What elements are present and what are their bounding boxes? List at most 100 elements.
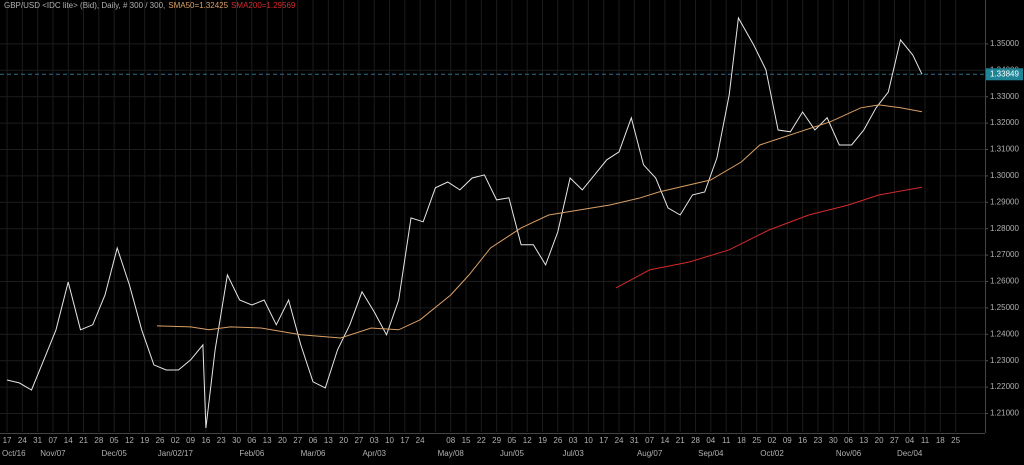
month-label: Dec/05 [101, 449, 127, 458]
x-tick-label: 27 [293, 436, 302, 445]
price-line [6, 16, 923, 429]
x-tick-label: 11 [921, 436, 930, 445]
x-tick-label: 21 [79, 436, 88, 445]
x-tick-label: 03 [370, 436, 379, 445]
x-tick-label: 08 [446, 436, 455, 445]
sma-line [156, 104, 923, 339]
x-tick-label: 18 [737, 436, 746, 445]
x-tick-label: 13 [263, 436, 272, 445]
x-tick-label: 14 [64, 436, 73, 445]
x-tick-label: 12 [523, 436, 532, 445]
x-tick-label: 06 [309, 436, 318, 445]
x-tick-label: 03 [569, 436, 578, 445]
x-tick-label: 23 [217, 436, 226, 445]
x-tick-label: 04 [706, 436, 715, 445]
x-tick-label: 11 [722, 436, 731, 445]
x-tick-label: 23 [813, 436, 822, 445]
y-tick-label: 1.21000 [990, 409, 1019, 418]
x-tick-label: 04 [905, 436, 914, 445]
chart-title: GBP/USD <IDC lite> (Bid), Daily, # 300 /… [4, 1, 296, 10]
x-tick-label: 06 [247, 436, 256, 445]
current-price-box [986, 68, 1023, 81]
x-tick-label: 31 [630, 436, 639, 445]
x-tick-label: 10 [385, 436, 394, 445]
y-tick-label: 1.29000 [990, 197, 1019, 206]
month-label: Aug/07 [637, 449, 663, 458]
month-label: Oct/16 [2, 449, 26, 458]
legend-sma50: SMA50=1.32425 [168, 1, 228, 10]
y-tick-label: 1.23000 [990, 356, 1019, 365]
month-label: Apr/03 [362, 449, 386, 458]
x-tick-label: 28 [691, 436, 700, 445]
x-tick-label: 24 [615, 436, 624, 445]
x-tick-label: 07 [48, 436, 57, 445]
x-tick-label: 16 [201, 436, 210, 445]
month-label: Mar/06 [301, 449, 326, 458]
x-tick-label: 27 [354, 436, 363, 445]
sma-line [615, 186, 923, 289]
x-tick-label: 20 [339, 436, 348, 445]
x-tick-label: 05 [507, 436, 516, 445]
x-tick-label: 24 [416, 436, 425, 445]
grid [0, 0, 988, 432]
labels: 1.21000 1.22000 1.23000 1.24000 1.25000 1.260… [2, 39, 1023, 458]
x-tick-label: 29 [492, 436, 501, 445]
x-tick-label: 31 [33, 436, 42, 445]
x-tick-label: 28 [94, 436, 103, 445]
y-tick-label: 1.30000 [990, 171, 1019, 180]
x-tick-label: 20 [875, 436, 884, 445]
x-tick-label: 17 [400, 436, 409, 445]
x-tick-label: 22 [477, 436, 486, 445]
x-tick-label: 05 [110, 436, 119, 445]
x-tick-label: 25 [752, 436, 761, 445]
x-tick-label: 17 [3, 436, 12, 445]
month-label: Jan/02/17 [158, 449, 194, 458]
x-tick-label: 20 [278, 436, 287, 445]
x-tick-label: 16 [798, 436, 807, 445]
y-tick-label: 1.22000 [990, 382, 1019, 391]
x-tick-label: 24 [18, 436, 27, 445]
y-tick-label: 1.31000 [990, 145, 1019, 154]
month-label: Dec/04 [897, 449, 923, 458]
month-label: Jul/03 [562, 449, 584, 458]
month-label: Feb/06 [239, 449, 264, 458]
x-tick-label: 14 [660, 436, 669, 445]
legend-sma200: SMA200=1.29569 [231, 1, 296, 10]
x-tick-label: 13 [324, 436, 333, 445]
x-tick-label: 02 [171, 436, 180, 445]
x-tick-label: 30 [829, 436, 838, 445]
x-tick-label: 09 [783, 436, 792, 445]
y-tick-label: 1.25000 [990, 303, 1019, 312]
month-label: Sep/04 [698, 449, 724, 458]
month-label: Nov/07 [40, 449, 66, 458]
plot [0, 16, 985, 429]
x-tick-label: 18 [936, 436, 945, 445]
x-tick-label: 10 [584, 436, 593, 445]
x-tick-label: 06 [844, 436, 853, 445]
x-tick-label: 13 [859, 436, 868, 445]
x-tick-label: 27 [890, 436, 899, 445]
month-label: May/08 [438, 449, 465, 458]
y-tick-label: 1.33000 [990, 92, 1019, 101]
title-text: GBP/USD <IDC lite> (Bid), Daily, # 300 /… [4, 1, 165, 10]
x-tick-label: 19 [538, 436, 547, 445]
y-tick-label: 1.32000 [990, 118, 1019, 127]
month-label: Nov/06 [836, 449, 862, 458]
x-tick-label: 30 [232, 436, 241, 445]
current-price-label: 1.33849 [990, 69, 1019, 78]
x-tick-label: 12 [125, 436, 134, 445]
x-tick-label: 19 [140, 436, 149, 445]
x-tick-label: 21 [676, 436, 685, 445]
x-tick-label: 26 [156, 436, 165, 445]
y-tick-label: 1.24000 [990, 329, 1019, 338]
x-tick-label: 09 [186, 436, 195, 445]
month-label: Jun/05 [500, 449, 525, 458]
month-label: Oct/02 [760, 449, 784, 458]
y-tick-label: 1.27000 [990, 250, 1019, 259]
x-tick-label: 07 [645, 436, 654, 445]
x-tick-label: 02 [768, 436, 777, 445]
y-tick-label: 1.35000 [990, 39, 1019, 48]
y-tick-label: 1.26000 [990, 277, 1019, 286]
